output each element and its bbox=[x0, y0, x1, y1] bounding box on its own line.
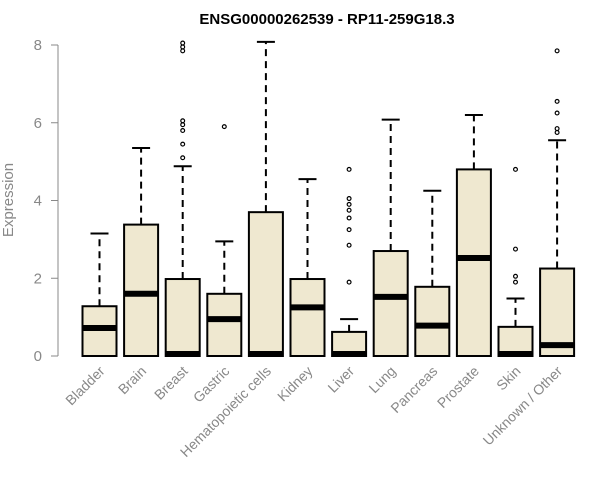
x-tick-label: Bladder bbox=[62, 363, 108, 409]
box-body bbox=[164, 278, 201, 357]
y-tick-label: 8 bbox=[34, 37, 42, 54]
box-body bbox=[81, 305, 118, 357]
box-lung bbox=[372, 118, 409, 358]
outlier-point bbox=[346, 201, 352, 207]
y-tick-label: 0 bbox=[34, 348, 42, 365]
outlier-point bbox=[180, 155, 186, 161]
box-hematopoietic-cells bbox=[247, 40, 284, 357]
box-pancreas bbox=[414, 189, 451, 357]
y-axis-label: Expression bbox=[0, 163, 17, 237]
box-body bbox=[372, 250, 409, 358]
box-body bbox=[455, 168, 492, 357]
outlier-point bbox=[346, 242, 352, 248]
outlier-point bbox=[554, 110, 560, 116]
y-tick-label: 4 bbox=[34, 193, 42, 210]
y-tick-label: 6 bbox=[34, 115, 42, 132]
box-body bbox=[247, 211, 284, 357]
x-tick-label: Prostate bbox=[434, 363, 482, 411]
x-tick-label: Breast bbox=[151, 363, 191, 403]
box-kidney bbox=[289, 178, 326, 357]
box-brain bbox=[123, 147, 160, 357]
outlier-point bbox=[346, 227, 352, 233]
outlier-point bbox=[346, 166, 352, 172]
box-prostate bbox=[455, 113, 492, 357]
x-tick-label: Kidney bbox=[274, 363, 316, 405]
outlier-point bbox=[512, 273, 518, 279]
outlier-point bbox=[180, 44, 186, 50]
outlier-point bbox=[221, 124, 227, 130]
box-gastric bbox=[206, 124, 243, 357]
x-tick-label: Liver bbox=[324, 363, 357, 396]
outlier-point bbox=[346, 196, 352, 202]
x-tick-label: Lung bbox=[365, 363, 398, 396]
outlier-point bbox=[346, 279, 352, 285]
box-body bbox=[539, 267, 576, 357]
outlier-point bbox=[180, 48, 186, 54]
outlier-point bbox=[180, 118, 186, 124]
outlier-point bbox=[554, 126, 560, 132]
outlier-point bbox=[512, 246, 518, 252]
box-body bbox=[123, 223, 160, 357]
box-liver bbox=[331, 166, 368, 357]
box-breast bbox=[164, 40, 201, 357]
box-bladder bbox=[81, 232, 118, 357]
outlier-point bbox=[512, 166, 518, 172]
outlier-point bbox=[180, 40, 186, 46]
boxes bbox=[81, 40, 576, 358]
outlier-point bbox=[346, 207, 352, 213]
outlier-point bbox=[346, 215, 352, 221]
y-axis: 0 2 4 6 8 bbox=[34, 37, 59, 365]
box-body bbox=[289, 278, 326, 357]
outlier-point bbox=[180, 128, 186, 134]
outlier-point bbox=[512, 279, 518, 285]
chart-title: ENSG00000262539 - RP11-259G18.3 bbox=[199, 11, 454, 28]
box-skin bbox=[497, 166, 534, 357]
outlier-point bbox=[554, 129, 560, 135]
x-tick-label: Brain bbox=[115, 363, 149, 397]
x-tick-label: Skin bbox=[493, 363, 524, 394]
box-unknown-other bbox=[539, 48, 576, 357]
outlier-point bbox=[554, 48, 560, 54]
outlier-point bbox=[180, 141, 186, 147]
y-tick-label: 2 bbox=[34, 270, 42, 287]
x-tick-label: Unknown / Other bbox=[480, 363, 566, 449]
box-body bbox=[206, 292, 243, 357]
box-body bbox=[414, 285, 451, 357]
outlier-point bbox=[554, 98, 560, 104]
outlier-point bbox=[180, 122, 186, 128]
